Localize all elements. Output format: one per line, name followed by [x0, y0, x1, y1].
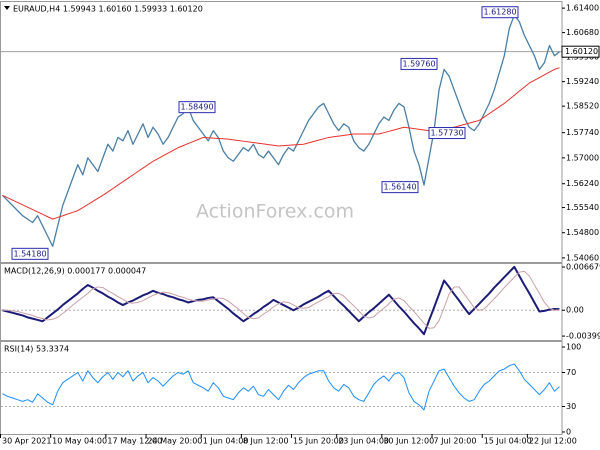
panel-frame	[0, 1, 563, 263]
annotation-label: 1.59760	[402, 59, 435, 68]
panel-frame	[0, 263, 563, 341]
annotation-box	[11, 247, 49, 260]
watermark: ActionForex.com	[196, 201, 354, 223]
y-tick-label: 30	[566, 402, 576, 411]
x-tick-label: 30 Apr 2021	[2, 437, 51, 446]
x-tick-label: 15 Jun 20:00	[293, 437, 344, 446]
y-tick-label: 1.60680	[566, 28, 599, 37]
x-tick-label: 23 Jun 04:00	[338, 437, 389, 446]
y-tick-label: 1.55540	[566, 203, 599, 212]
panel-frame	[0, 341, 563, 435]
symbol-marker	[4, 6, 10, 10]
annotation-label: 1.61280	[483, 8, 516, 17]
x-tick-label: 24 May 20:00	[148, 437, 203, 446]
price-label: 1.60120	[565, 47, 598, 56]
x-tick-label: 30 Jun 12:00	[383, 437, 434, 446]
x-tick-label: 1 Jun 04:00	[203, 437, 249, 446]
x-tick-label: 22 Jul 12:00	[529, 437, 577, 446]
y-tick-label: 1.54060	[566, 253, 599, 262]
panel-title: MACD(12,26,9) 0.000177 0.000047	[4, 267, 146, 276]
y-tick-label: 0	[566, 428, 571, 437]
y-tick-label: 1.57000	[566, 153, 599, 162]
annotation-box	[381, 181, 419, 194]
price-label-box	[561, 45, 600, 58]
x-tick-label: 17 May 12:00	[107, 437, 162, 446]
y-tick-label: 1.57740	[566, 128, 599, 137]
annotation-label: 1.56140	[383, 183, 416, 192]
y-tick-label: -0.003994	[566, 332, 600, 341]
x-tick-label: 10 May 04:00	[52, 437, 107, 446]
annotation-label: 1.57730	[430, 129, 463, 138]
annotation-box	[400, 57, 438, 70]
panel-title: RSI(14) 53.3374	[4, 345, 69, 354]
y-tick-label: 1.56240	[566, 179, 599, 188]
panel-title: EURAUD,H4 1.59943 1.60160 1.59933 1.6012…	[13, 5, 203, 14]
y-tick-label: 0.006679	[566, 263, 600, 272]
y-tick-label: 1.61400	[566, 4, 599, 13]
series-line	[2, 67, 560, 220]
y-tick-label: 1.58520	[566, 102, 599, 111]
annotation-label: 1.54180	[13, 249, 46, 258]
annotation-label: 1.58490	[180, 103, 213, 112]
series-line	[2, 363, 560, 411]
x-tick-label: 7 Jul 20:00	[434, 437, 477, 446]
annotation-box	[178, 101, 216, 114]
series-line	[2, 270, 560, 329]
series-line	[2, 265, 560, 336]
annotation-box	[428, 127, 466, 140]
x-tick-label: 8 Jun 12:00	[243, 437, 289, 446]
y-tick-label: 100	[566, 343, 581, 352]
y-tick-label: 1.59240	[566, 77, 599, 86]
y-tick-label: 0.00	[566, 306, 584, 315]
annotation-box	[481, 6, 519, 19]
y-tick-label: 1.54800	[566, 228, 599, 237]
series-line	[2, 14, 560, 247]
x-tick-label: 15 Jul 04:00	[484, 437, 532, 446]
y-tick-label: 70	[566, 368, 576, 377]
